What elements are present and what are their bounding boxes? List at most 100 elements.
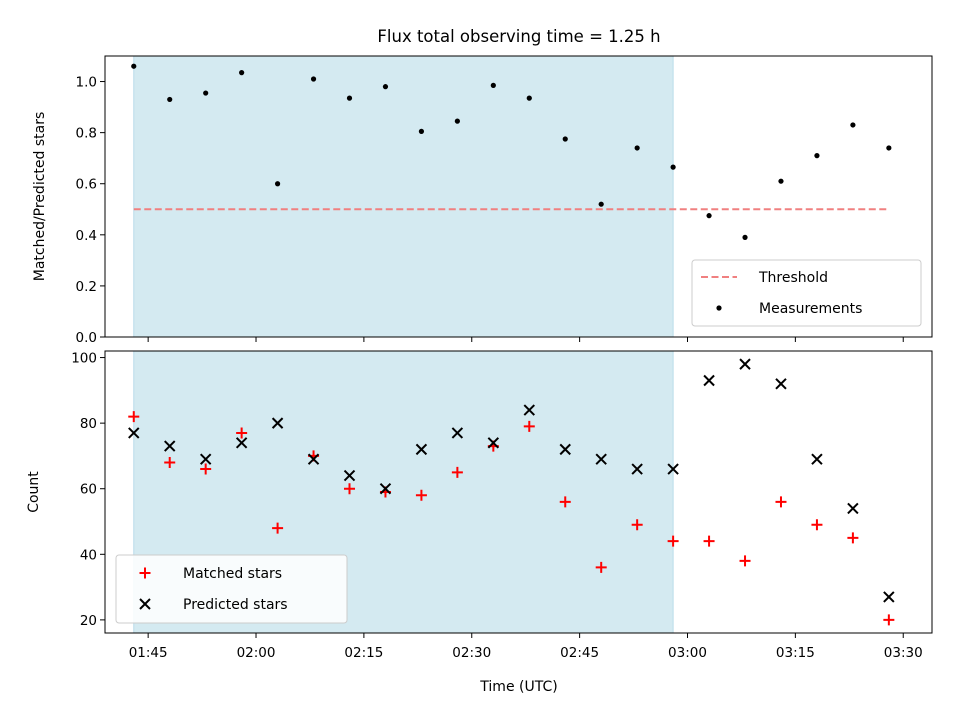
matched-star-point xyxy=(703,535,715,547)
bottom-x-tick-label: 02:15 xyxy=(344,645,383,661)
predicted-star-point xyxy=(667,463,679,475)
top-y-axis-label: Matched/Predicted stars xyxy=(32,112,48,282)
matched-star-point xyxy=(883,614,895,626)
predicted-star-point xyxy=(128,427,140,439)
measurement-point xyxy=(850,122,856,128)
measurement-point xyxy=(742,234,748,240)
measurement-point xyxy=(167,96,173,103)
bottom-x-tick-label: 02:45 xyxy=(560,645,599,661)
matched-star-point xyxy=(415,489,427,501)
observing-span xyxy=(133,55,674,338)
matched-star-point xyxy=(775,496,787,508)
bottom-y-tick-label: 60 xyxy=(80,482,97,498)
matched-star-point xyxy=(559,496,571,508)
predicted-star-point xyxy=(703,374,715,387)
matched-star-point xyxy=(164,456,176,468)
bottom-y-tick-label: 40 xyxy=(80,547,97,563)
measurement-point xyxy=(131,63,137,69)
bottom-x-tick-label: 02:30 xyxy=(452,645,491,661)
measurement-point xyxy=(706,213,712,219)
predicted-star-point xyxy=(811,453,823,465)
measurement-point xyxy=(634,145,640,151)
matched-star-point xyxy=(811,519,823,531)
matched-star-point xyxy=(523,420,535,432)
bottom-x-tick-label: 01:45 xyxy=(129,645,168,661)
bottom-x-tick-label: 02:00 xyxy=(237,645,276,661)
legend-predicted-label: Predicted stars xyxy=(183,597,288,613)
predicted-star-point xyxy=(164,440,176,452)
measurement-point xyxy=(274,181,281,187)
matched-star-point xyxy=(739,555,751,567)
x-axis-label: Time (UTC) xyxy=(479,679,557,695)
chart-title: Flux total observing time = 1.25 h xyxy=(377,27,660,46)
measurement-point xyxy=(886,145,892,151)
measurement-point xyxy=(203,90,209,96)
legend-matched-label: Matched stars xyxy=(183,566,282,582)
bottom-legend xyxy=(115,554,348,624)
matched-star-point xyxy=(200,463,212,475)
measurement-point xyxy=(454,118,460,124)
matched-star-point xyxy=(847,532,859,544)
bottom-y-tick-label: 80 xyxy=(80,416,97,432)
predicted-star-point xyxy=(775,378,787,390)
measurement-point xyxy=(346,95,353,101)
bottom-x-tick-label: 03:15 xyxy=(776,645,815,661)
predicted-star-point xyxy=(379,483,392,495)
measurement-point xyxy=(239,70,245,76)
measurement-point xyxy=(598,201,604,207)
matched-star-point xyxy=(236,427,248,439)
matched-star-point xyxy=(595,561,607,573)
predicted-star-point xyxy=(883,591,895,603)
predicted-star-point xyxy=(451,427,464,439)
predicted-star-point xyxy=(415,443,428,456)
top-y-tick-label: 1.0 xyxy=(76,75,97,91)
matched-star-point xyxy=(344,483,356,495)
predicted-star-point xyxy=(631,463,643,475)
bottom-y-tick-label: 100 xyxy=(71,351,97,367)
measurement-point xyxy=(778,178,784,184)
measurement-point xyxy=(418,128,425,134)
predicted-star-point xyxy=(235,437,248,449)
predicted-star-point xyxy=(487,437,500,449)
matched-star-point xyxy=(451,466,463,478)
measurement-point xyxy=(526,95,532,101)
legend-measurements-swatch xyxy=(716,305,722,311)
matched-star-point xyxy=(272,522,284,534)
predicted-star-point xyxy=(523,404,535,416)
legend-threshold-label: Threshold xyxy=(758,270,828,286)
predicted-star-point xyxy=(199,453,212,465)
predicted-star-point xyxy=(739,358,751,370)
bottom-panel: 20 40 60 80 100 01:45 02:00 02:15 02:30 02:45 03:0… xyxy=(71,350,933,661)
predicted-star-point xyxy=(847,502,859,515)
top-panel: 0.0 0.2 0.4 0.6 0.8 1.0 Threshold Measurements xyxy=(76,55,933,346)
matched-star-point xyxy=(667,535,679,547)
bottom-x-tick-label: 03:30 xyxy=(884,645,923,661)
predicted-star-point xyxy=(595,453,607,465)
top-y-tick-label: 0.8 xyxy=(76,126,97,142)
matched-star-point xyxy=(631,519,643,531)
top-y-tick-label: 0.2 xyxy=(76,279,97,295)
top-y-tick-label: 0.4 xyxy=(76,228,97,244)
bottom-y-tick-label: 20 xyxy=(80,613,97,629)
bottom-axes-frame xyxy=(104,350,933,634)
top-y-tick-label: 0.6 xyxy=(76,177,97,193)
legend-measurements-label: Measurements xyxy=(759,301,862,317)
measurement-point xyxy=(562,136,568,142)
measurement-point xyxy=(310,76,317,82)
measurement-point xyxy=(670,164,676,170)
predicted-star-point xyxy=(307,453,320,465)
bottom-y-axis-label: Count xyxy=(26,471,42,513)
predicted-star-point xyxy=(343,469,356,482)
top-axes-frame xyxy=(104,55,933,338)
measurement-point xyxy=(490,82,496,88)
bottom-x-tick-label: 03:00 xyxy=(668,645,707,661)
top-y-tick-label: 0.0 xyxy=(76,330,97,346)
measurement-point xyxy=(814,153,820,159)
predicted-star-point xyxy=(271,417,284,429)
top-legend xyxy=(691,259,922,327)
matched-star-point xyxy=(128,411,140,423)
legend-predicted-swatch xyxy=(139,598,151,610)
measurement-point xyxy=(382,84,389,90)
legend-matched-swatch xyxy=(139,567,151,579)
